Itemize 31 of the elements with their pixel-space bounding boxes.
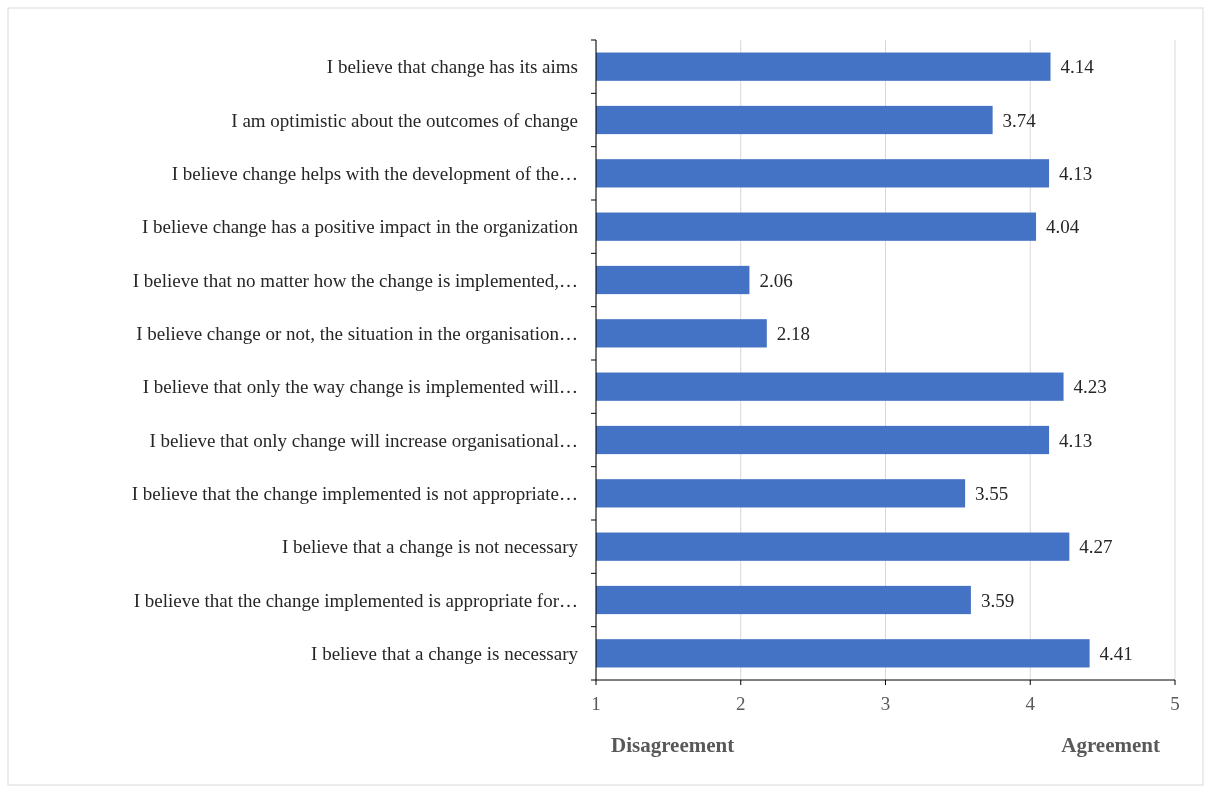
y-tick-label: I believe that the change implemented is appropriate for…	[133, 589, 578, 611]
y-tick-label: I believe that only change will increase organisational…	[149, 429, 578, 451]
x-tick-label: 1	[591, 693, 601, 714]
y-tick-label: I am optimistic about the outcomes of change	[231, 109, 578, 131]
y-tick-label: I believe change helps with the development of the…	[171, 162, 578, 184]
y-tick-label: I believe that a change is necessary	[311, 642, 579, 664]
data-label: 2.18	[776, 322, 811, 344]
data-label: 4.41	[1099, 642, 1133, 664]
x-tick-label: 5	[1170, 693, 1180, 714]
y-tick-label: I believe that a change is not necessary	[282, 536, 579, 558]
data-label: 4.23	[1073, 376, 1107, 398]
y-tick-label: I believe that only the way change is implemented will…	[142, 376, 578, 398]
data-label: 4.14	[1060, 56, 1095, 78]
x-tick-label: 3	[880, 693, 891, 714]
data-label: 2.06	[759, 269, 793, 291]
y-tick-label: I believe that no matter how the change is implemented,…	[132, 269, 578, 291]
data-label: 4.13	[1059, 162, 1093, 184]
x-tick-label: 2	[736, 693, 746, 714]
text: Disagreement	[611, 733, 735, 757]
text: Agreement	[1061, 733, 1160, 757]
data-label: 3.55	[975, 482, 1009, 504]
data-label: 4.27	[1079, 536, 1113, 558]
x-tick-label: 4	[1025, 693, 1036, 714]
y-tick-label: I believe change or not, the situation in the organisation…	[136, 322, 578, 344]
data-label: 4.13	[1059, 429, 1093, 451]
y-tick-label: I believe that the change implemented is not appropriate…	[131, 482, 578, 504]
data-label: 4.04	[1046, 216, 1080, 238]
y-tick-label: I believe that change has its aims	[326, 56, 578, 78]
data-label: 3.74	[1002, 109, 1037, 131]
data-label: 3.59	[980, 589, 1015, 611]
y-tick-label: I believe change has a positive impact in the organization	[142, 216, 579, 238]
